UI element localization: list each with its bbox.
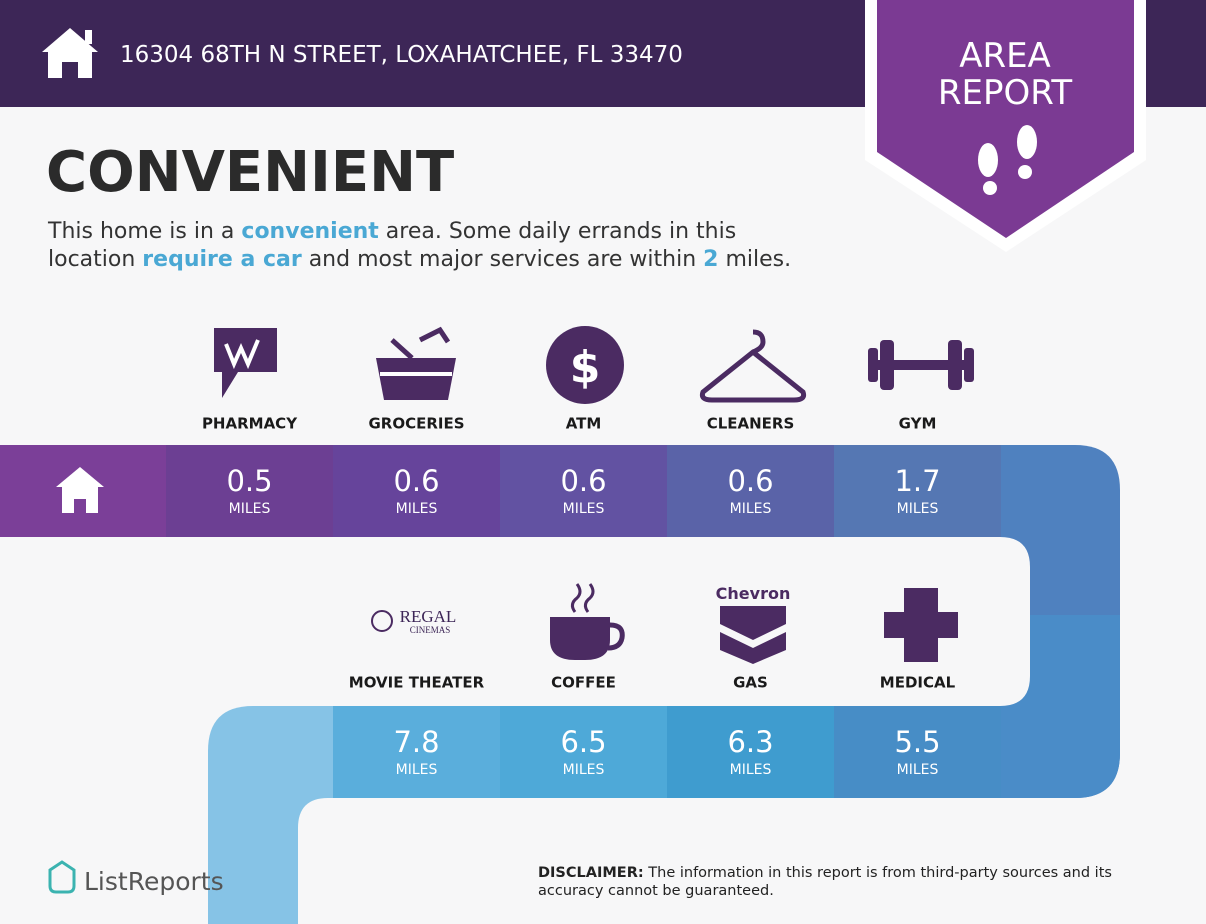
medical-icon xyxy=(884,588,958,662)
cleaners-icon xyxy=(699,329,807,403)
service-label: GAS xyxy=(733,674,768,692)
service-label: GYM xyxy=(899,415,937,433)
service-label: MOVIE THEATER xyxy=(349,674,485,692)
distance-cell xyxy=(500,445,667,537)
description: This home is in a convenient area. Some … xyxy=(48,218,791,274)
service-label: PHARMACY xyxy=(202,415,298,433)
distance: 1.7 xyxy=(894,464,940,498)
distance-cell xyxy=(834,445,1001,537)
icons xyxy=(214,326,974,664)
groceries-items xyxy=(390,326,451,360)
service-label: COFFEE xyxy=(551,674,616,692)
distance-cell xyxy=(166,445,333,537)
distance-unit: MILES xyxy=(730,762,772,778)
distance-unit: MILES xyxy=(229,501,271,517)
title: CONVENIENT xyxy=(46,140,455,205)
distance-cell xyxy=(333,445,500,537)
description-line: location require a car and most major se… xyxy=(48,246,791,274)
service-label: GROCERIES xyxy=(368,415,464,433)
disclaimer-text: The information in this report is from t… xyxy=(538,865,1112,899)
service-label: ATM xyxy=(566,415,602,433)
badge-line: REPORT xyxy=(938,73,1073,113)
gym-bar xyxy=(868,360,974,370)
regal-logo: REGAL xyxy=(400,607,457,626)
distance-unit: MILES xyxy=(563,501,605,517)
text: area. Some daily errands in this xyxy=(378,219,737,244)
distance: 0.6 xyxy=(393,464,439,498)
chevron-logo: Chevron xyxy=(716,584,791,603)
atm-icon xyxy=(546,326,624,404)
distance: 6.5 xyxy=(560,725,606,759)
regal-emblem xyxy=(371,610,393,632)
coffee-icon xyxy=(550,617,610,660)
distance: 5.5 xyxy=(894,725,940,759)
distance-cell xyxy=(500,706,667,798)
groceries-icon xyxy=(376,358,456,400)
badge xyxy=(877,0,1134,238)
pharmacy-w xyxy=(224,339,260,370)
description-line: This home is in a convenient area. Some … xyxy=(48,218,791,246)
text: location xyxy=(48,247,143,272)
distance: 0.6 xyxy=(727,464,773,498)
text: This home is in a xyxy=(48,219,242,244)
distance-unit: MILES xyxy=(396,762,438,778)
distance-cell xyxy=(333,706,500,798)
highlight: convenient xyxy=(241,219,379,244)
atm-symbol: $ xyxy=(570,342,601,393)
highlight: 2 xyxy=(703,247,719,272)
distance: 6.3 xyxy=(727,725,773,759)
home-icon xyxy=(56,467,104,513)
footprints-icon xyxy=(978,125,1037,195)
distance-unit: MILES xyxy=(897,762,939,778)
highlight: require a car xyxy=(142,247,302,272)
listreports-logo: ListReports xyxy=(48,860,224,896)
disclaimer-label: DISCLAIMER: xyxy=(538,865,644,881)
distance: 7.8 xyxy=(393,725,439,759)
distance: 0.5 xyxy=(226,464,272,498)
distance-unit: MILES xyxy=(563,762,605,778)
distance: 0.6 xyxy=(560,464,606,498)
service-label: MEDICAL xyxy=(880,674,956,692)
house-icon xyxy=(42,28,98,78)
badge-line: AREA xyxy=(959,36,1051,76)
band-gap xyxy=(298,798,333,924)
distance-unit: MILES xyxy=(730,501,772,517)
basket-line xyxy=(380,372,452,376)
distance-unit: MILES xyxy=(897,501,939,517)
chevron-icon xyxy=(720,606,786,640)
regal-logo: CINEMAS xyxy=(410,625,451,635)
distance-cell xyxy=(667,445,834,537)
text: miles. xyxy=(718,247,792,272)
distance-cell xyxy=(667,706,834,798)
address: 16304 68TH N STREET, LOXAHATCHEE, FL 334… xyxy=(120,42,683,68)
disclaimer: DISCLAIMER: The information in this repo… xyxy=(538,864,1178,900)
distance-unit: MILES xyxy=(396,501,438,517)
logo-text: ListReports xyxy=(84,867,224,896)
text: and most major services are within xyxy=(301,247,704,272)
service-label: CLEANERS xyxy=(707,415,795,433)
distance-cell xyxy=(834,706,1001,798)
